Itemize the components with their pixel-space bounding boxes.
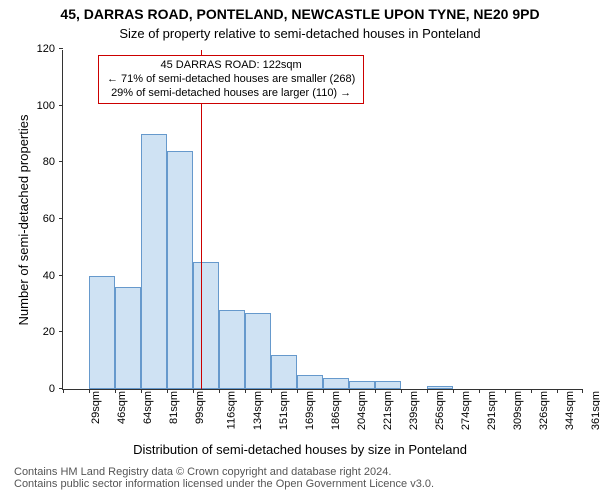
y-tick-label: 20 [43,326,63,338]
property-callout: 45 DARRAS ROAD: 122sqm← 71% of semi-deta… [98,55,364,104]
y-tick-label: 80 [43,156,63,168]
x-tick-label: 64sqm [142,391,154,424]
x-tick-label: 151sqm [278,391,290,430]
y-tick-mark [59,105,63,106]
x-tick-label: 29sqm [90,391,102,424]
x-tick-mark [427,389,428,393]
histogram-bar [375,381,401,390]
y-tick-label: 100 [37,100,63,112]
x-tick-label: 309sqm [512,391,524,430]
callout-line-3: 29% of semi-detached houses are larger (… [107,87,355,101]
x-tick-mark [557,389,558,393]
y-tick-mark [59,218,63,219]
x-tick-mark [297,389,298,393]
x-tick-mark [505,389,506,393]
y-tick-label: 120 [37,43,63,55]
x-tick-mark [531,389,532,393]
x-tick-label: 274sqm [460,391,472,430]
x-tick-label: 361sqm [590,391,600,430]
histogram-bar [141,134,167,389]
x-tick-label: 99sqm [194,391,206,424]
x-tick-mark [349,389,350,393]
callout-line-2: ← 71% of semi-detached houses are smalle… [107,73,355,87]
x-tick-label: 46sqm [116,391,128,424]
histogram-bar [219,310,245,389]
x-tick-mark [453,389,454,393]
x-tick-label: 116sqm [225,391,237,429]
y-tick-label: 0 [49,383,63,395]
histogram-bar [349,381,375,390]
histogram-bar [323,378,349,389]
histogram-bar [427,386,453,389]
histogram-bar [245,313,271,390]
x-tick-label: 169sqm [304,391,316,430]
x-tick-mark [271,389,272,393]
x-tick-mark [401,389,402,393]
x-tick-mark [479,389,480,393]
x-tick-label: 221sqm [382,391,394,430]
chart-subtitle: Size of property relative to semi-detach… [0,26,600,41]
x-tick-label: 204sqm [356,391,368,430]
histogram-bar [167,151,193,389]
y-tick-mark [59,331,63,332]
x-axis-label: Distribution of semi-detached houses by … [0,442,600,457]
plot-area: 02040608010012029sqm46sqm64sqm81sqm99sqm… [62,50,582,390]
x-tick-mark [219,389,220,393]
callout-line-1: 45 DARRAS ROAD: 122sqm [107,59,355,73]
y-axis-label: Number of semi-detached properties [16,115,31,326]
histogram-bar [115,287,141,389]
y-tick-label: 40 [43,270,63,282]
x-tick-mark [323,389,324,393]
histogram-bar [89,276,115,389]
histogram-bar [271,355,297,389]
footer-line-1: Contains HM Land Registry data © Crown c… [0,466,600,478]
x-tick-mark [63,389,64,393]
x-tick-label: 81sqm [168,391,180,424]
x-tick-label: 326sqm [538,391,550,430]
x-tick-mark [375,389,376,393]
footer-line-2: Contains public sector information licen… [0,478,600,490]
x-tick-label: 256sqm [434,391,446,430]
x-tick-label: 186sqm [330,391,342,430]
histogram-bar [193,262,219,390]
x-tick-mark [245,389,246,393]
x-tick-mark [582,389,583,393]
x-tick-label: 239sqm [408,391,420,430]
property-size-histogram: 45, DARRAS ROAD, PONTELAND, NEWCASTLE UP… [0,0,600,500]
y-tick-mark [59,48,63,49]
footer-attribution: Contains HM Land Registry data © Crown c… [0,466,600,490]
y-tick-mark [59,275,63,276]
histogram-bar [297,375,323,389]
x-tick-label: 134sqm [252,391,264,430]
y-tick-label: 60 [43,213,63,225]
y-tick-mark [59,161,63,162]
x-tick-label: 291sqm [486,391,498,430]
x-tick-label: 344sqm [564,391,576,430]
chart-title: 45, DARRAS ROAD, PONTELAND, NEWCASTLE UP… [0,6,600,22]
